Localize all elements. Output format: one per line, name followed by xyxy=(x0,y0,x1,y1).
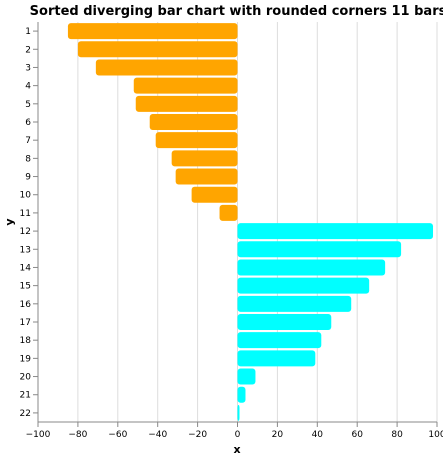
bars xyxy=(67,23,434,421)
y-tick-label: 15 xyxy=(20,282,31,292)
y-tick-label: 18 xyxy=(20,336,32,346)
bar xyxy=(77,41,238,58)
y-tick-label: 21 xyxy=(20,391,31,401)
bar xyxy=(237,314,332,330)
x-axis-title: x xyxy=(233,443,240,456)
y-tick-label: 22 xyxy=(20,409,31,419)
x-tick-label: −100 xyxy=(26,430,51,440)
bar xyxy=(171,150,238,167)
bar xyxy=(237,259,386,276)
y-tick-label: 17 xyxy=(20,318,31,328)
x-tick-label: −40 xyxy=(148,430,167,440)
bar xyxy=(237,295,352,312)
bar xyxy=(237,386,246,403)
bar xyxy=(219,204,238,221)
y-tick-label: 19 xyxy=(20,354,32,364)
y-tick-label: 12 xyxy=(20,227,31,237)
x-tick-label: 100 xyxy=(428,430,443,440)
bar xyxy=(95,59,238,76)
axes: 12345678910111213141516171819202122−100−… xyxy=(20,22,443,440)
y-tick-label: 13 xyxy=(20,245,31,255)
bar xyxy=(149,114,238,130)
y-tick-label: 3 xyxy=(25,63,31,73)
bar xyxy=(237,241,402,258)
y-tick-label: 4 xyxy=(25,82,31,92)
bar xyxy=(175,168,238,185)
y-tick-label: 8 xyxy=(25,154,31,164)
y-tick-label: 11 xyxy=(20,209,31,219)
bar xyxy=(67,23,238,40)
bar xyxy=(133,77,238,94)
y-tick-label: 6 xyxy=(25,118,31,128)
x-tick-label: 20 xyxy=(272,430,284,440)
y-tick-label: 20 xyxy=(20,373,32,383)
y-tick-label: 5 xyxy=(25,100,31,110)
bar xyxy=(155,132,238,149)
y-tick-label: 14 xyxy=(20,263,32,273)
bar xyxy=(237,404,240,421)
x-tick-label: −20 xyxy=(188,430,207,440)
y-tick-label: 1 xyxy=(25,27,31,37)
x-tick-label: 40 xyxy=(312,430,324,440)
bar xyxy=(237,332,322,349)
y-tick-label: 7 xyxy=(25,136,31,146)
y-tick-label: 16 xyxy=(20,300,32,310)
x-tick-label: 80 xyxy=(391,430,403,440)
bar xyxy=(135,95,238,112)
bar xyxy=(237,350,316,367)
x-tick-label: −60 xyxy=(108,430,127,440)
y-tick-label: 2 xyxy=(25,45,31,55)
chart-title: Sorted diverging bar chart with rounded … xyxy=(30,4,443,19)
x-tick-label: 60 xyxy=(351,430,363,440)
x-tick-label: −80 xyxy=(68,430,87,440)
x-tick-label: 0 xyxy=(235,430,241,440)
bar xyxy=(237,223,434,240)
y-tick-label: 9 xyxy=(25,173,31,183)
y-tick-label: 10 xyxy=(20,191,32,201)
bar xyxy=(237,368,256,385)
bar xyxy=(191,186,238,203)
bar xyxy=(237,277,370,294)
y-axis-title: y xyxy=(3,218,16,225)
